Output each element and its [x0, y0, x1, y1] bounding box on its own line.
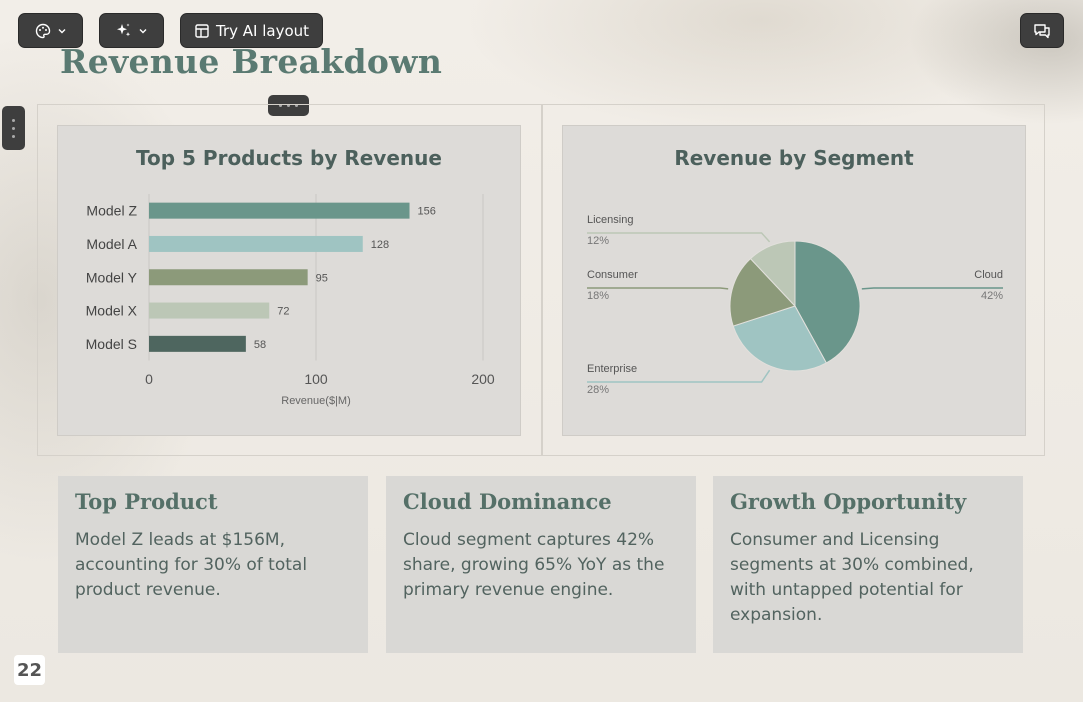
pie-slice — [732, 305, 827, 372]
pie-chart-title: Revenue by Segment — [674, 146, 914, 170]
leader-line — [861, 287, 1003, 290]
layout-icon — [195, 23, 209, 38]
y-tick-label: Model Y — [86, 269, 138, 285]
comments-icon — [1034, 23, 1050, 38]
slice-percent: 12% — [587, 235, 609, 247]
slice-percent: 18% — [587, 290, 609, 302]
pie-slice — [794, 240, 861, 364]
data-label: 156 — [418, 206, 436, 218]
slice-percent: 42% — [981, 290, 1003, 302]
pie-chart-panel[interactable]: Revenue by Segment Cloud 42% Enterprise 28%… — [562, 125, 1026, 436]
bar — [149, 235, 363, 252]
bar-chart-title: Top 5 Products by Revenue — [136, 146, 442, 170]
slice-label: Enterprise — [587, 363, 637, 375]
card-title: Cloud Dominance — [403, 489, 612, 514]
leader-line — [587, 287, 729, 290]
try-ai-layout-label: Try AI layout — [215, 21, 310, 40]
card-top-product[interactable]: Top Product Model Z leads at $156M, acco… — [58, 476, 368, 653]
chevron-down-icon — [58, 28, 65, 33]
drag-handle-vertical[interactable] — [2, 106, 25, 150]
bar-chart: 0 100 200 Model Z 156 Model A 128 Model Y 95 Mode… — [86, 194, 495, 407]
drag-handle-horizontal[interactable] — [268, 95, 309, 116]
card-text: Consumer and Licensing segments at 30% c… — [730, 530, 974, 625]
data-label: 58 — [254, 339, 266, 351]
slice-label: Licensing — [587, 214, 633, 226]
card-title: Growth Opportunity — [730, 489, 967, 514]
x-tick-label: 200 — [471, 371, 495, 387]
card-title: Top Product — [75, 489, 218, 514]
data-label: 95 — [316, 272, 328, 284]
data-label: 128 — [371, 239, 389, 251]
slice-percent: 28% — [587, 384, 609, 396]
palette-icon — [35, 23, 50, 38]
card-text: Cloud segment captures 42% share, growin… — [403, 530, 665, 600]
pie-chart: Cloud 42% Enterprise 28% Consumer 18% Licensin… — [587, 214, 1003, 396]
theme-button[interactable] — [18, 13, 83, 48]
pie-slice — [729, 257, 796, 327]
card-cloud-dominance[interactable]: Cloud Dominance Cloud segment captures 4… — [386, 476, 696, 653]
comments-button[interactable] — [1020, 13, 1064, 48]
slice-label: Cloud — [974, 269, 1003, 281]
bar — [149, 335, 246, 352]
page-number: 22 — [14, 655, 45, 685]
slide-title[interactable]: Revenue Breakdown — [60, 42, 443, 81]
chevron-down-icon — [139, 28, 147, 33]
x-axis-label: Revenue($|M) — [281, 395, 351, 407]
y-tick-label: Model X — [86, 303, 138, 319]
bar-chart-panel[interactable]: Top 5 Products by Revenue 0 100 200 Model Z… — [57, 125, 521, 436]
try-ai-layout-button[interactable]: Try AI layout — [180, 13, 323, 48]
leader-line — [587, 232, 771, 243]
y-tick-label: Model Z — [86, 203, 137, 219]
ai-assist-button[interactable] — [99, 13, 164, 48]
data-label: 72 — [277, 306, 289, 318]
leader-line — [587, 369, 771, 383]
y-tick-label: Model A — [86, 236, 137, 252]
card-growth-opportunity[interactable]: Growth Opportunity Consumer and Licensin… — [713, 476, 1023, 653]
sparkles-icon — [117, 23, 131, 37]
slice-label: Consumer — [587, 269, 638, 281]
bar — [149, 269, 308, 286]
y-tick-label: Model S — [86, 336, 137, 352]
x-tick-label: 0 — [145, 371, 153, 387]
bar — [149, 202, 410, 219]
pie-slice — [749, 240, 796, 308]
card-text: Model Z leads at $156M, accounting for 3… — [75, 530, 308, 600]
charts-divider — [541, 104, 543, 456]
x-tick-label: 100 — [304, 371, 328, 387]
bar — [149, 302, 270, 319]
